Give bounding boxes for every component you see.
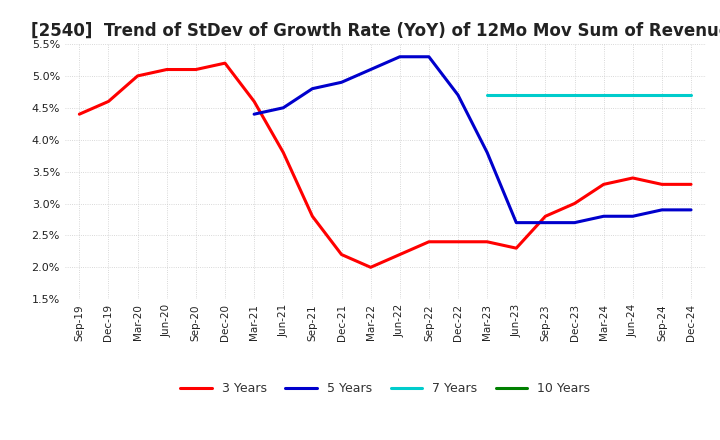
Legend: 3 Years, 5 Years, 7 Years, 10 Years: 3 Years, 5 Years, 7 Years, 10 Years (176, 377, 595, 400)
3 Years (337, 252, 346, 257)
5 Years (570, 220, 579, 225)
7 Years (541, 92, 550, 98)
3 Years (483, 239, 492, 245)
7 Years (599, 92, 608, 98)
3 Years (163, 67, 171, 72)
5 Years (308, 86, 317, 92)
3 Years (192, 67, 200, 72)
3 Years (366, 265, 375, 270)
3 Years (308, 214, 317, 219)
5 Years (454, 92, 462, 98)
5 Years (425, 54, 433, 59)
3 Years (395, 252, 404, 257)
7 Years (512, 92, 521, 98)
3 Years (75, 111, 84, 117)
7 Years (570, 92, 579, 98)
Line: 5 Years: 5 Years (254, 57, 691, 223)
7 Years (629, 92, 637, 98)
5 Years (395, 54, 404, 59)
Title: [2540]  Trend of StDev of Growth Rate (YoY) of 12Mo Mov Sum of Revenues: [2540] Trend of StDev of Growth Rate (Yo… (31, 22, 720, 40)
Line: 3 Years: 3 Years (79, 63, 691, 268)
3 Years (250, 99, 258, 104)
3 Years (279, 150, 287, 155)
3 Years (220, 60, 229, 66)
3 Years (629, 175, 637, 180)
3 Years (599, 182, 608, 187)
3 Years (104, 99, 113, 104)
7 Years (687, 92, 696, 98)
7 Years (657, 92, 666, 98)
7 Years (483, 92, 492, 98)
3 Years (425, 239, 433, 245)
5 Years (279, 105, 287, 110)
5 Years (541, 220, 550, 225)
3 Years (512, 246, 521, 251)
5 Years (629, 214, 637, 219)
3 Years (570, 201, 579, 206)
3 Years (657, 182, 666, 187)
5 Years (512, 220, 521, 225)
5 Years (337, 80, 346, 85)
5 Years (599, 214, 608, 219)
5 Years (250, 111, 258, 117)
5 Years (687, 207, 696, 213)
3 Years (687, 182, 696, 187)
5 Years (483, 150, 492, 155)
3 Years (133, 73, 142, 78)
3 Years (541, 214, 550, 219)
3 Years (454, 239, 462, 245)
5 Years (366, 67, 375, 72)
5 Years (657, 207, 666, 213)
